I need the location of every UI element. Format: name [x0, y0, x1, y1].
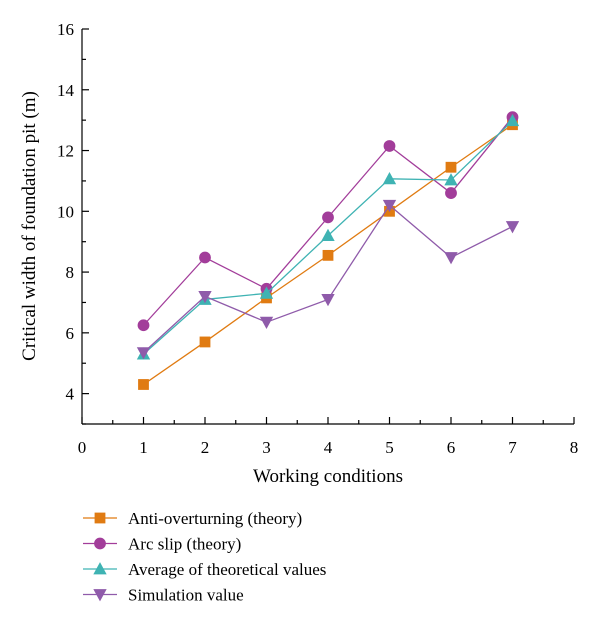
series-4 — [136, 199, 520, 360]
legend-item: Simulation value — [83, 586, 244, 605]
data-point — [382, 171, 397, 185]
series-3 — [136, 113, 520, 360]
data-point — [382, 199, 397, 213]
y-tick-label: 16 — [57, 20, 74, 39]
legend-item: Anti-overturning (theory) — [83, 509, 302, 528]
data-point — [138, 379, 149, 390]
data-point — [445, 187, 457, 199]
y-tick-label: 12 — [57, 142, 74, 161]
data-point — [322, 211, 334, 224]
series-1 — [138, 119, 518, 390]
y-tick-label: 14 — [57, 81, 75, 100]
legend-marker — [93, 562, 107, 575]
x-tick-label: 2 — [201, 438, 210, 457]
x-tick-label: 7 — [508, 438, 517, 457]
data-point — [198, 290, 212, 304]
legend-marker — [94, 512, 106, 524]
legend: Anti-overturning (theory) Arc slip (theor… — [83, 509, 326, 605]
y-tick-label: 8 — [66, 263, 75, 282]
data-point — [137, 319, 150, 332]
data-point — [445, 161, 457, 173]
legend-item: Average of theoretical values — [83, 560, 326, 579]
y-tick-label: 4 — [66, 385, 75, 404]
x-tick-label: 3 — [262, 438, 271, 457]
y-tick-label: 6 — [66, 324, 75, 343]
series-line — [143, 204, 513, 354]
data-point — [199, 336, 211, 348]
data-point — [505, 221, 520, 234]
x-tick-label: 1 — [139, 438, 148, 457]
y-ticks: 4 6 8 10 12 14 16 — [57, 20, 89, 425]
x-tick-label: 4 — [324, 438, 333, 457]
data-point — [444, 252, 458, 265]
legend-label: Arc slip (theory) — [128, 535, 241, 554]
legend-marker — [94, 537, 106, 550]
data-point — [259, 286, 274, 299]
x-tick-label: 8 — [570, 438, 579, 457]
data-point — [259, 316, 274, 330]
legend-label: Average of theoretical values — [128, 560, 326, 579]
plot-area — [81, 29, 574, 425]
legend-label: Anti-overturning (theory) — [128, 509, 302, 528]
x-tick-label: 6 — [447, 438, 456, 457]
data-point — [321, 294, 335, 307]
series-layer — [136, 111, 520, 390]
x-tick-label: 0 — [78, 438, 87, 457]
series-2 — [137, 111, 519, 332]
legend-item: Arc slip (theory) — [83, 535, 241, 554]
legend-marker — [93, 589, 107, 602]
y-tick-label: 10 — [57, 202, 74, 221]
x-axis-title: Working conditions — [253, 466, 403, 487]
data-point — [383, 140, 396, 152]
y-axis-title: Critical width of foundation pit (m) — [19, 91, 40, 361]
data-point — [199, 251, 211, 264]
data-point — [321, 228, 335, 242]
legend-label: Simulation value — [128, 586, 244, 605]
x-ticks: 0 1 2 3 4 5 6 7 8 — [78, 417, 579, 457]
data-point — [444, 173, 458, 186]
data-point — [322, 249, 334, 261]
x-tick-label: 5 — [385, 438, 394, 457]
data-point — [505, 113, 520, 127]
data-point — [136, 347, 151, 360]
